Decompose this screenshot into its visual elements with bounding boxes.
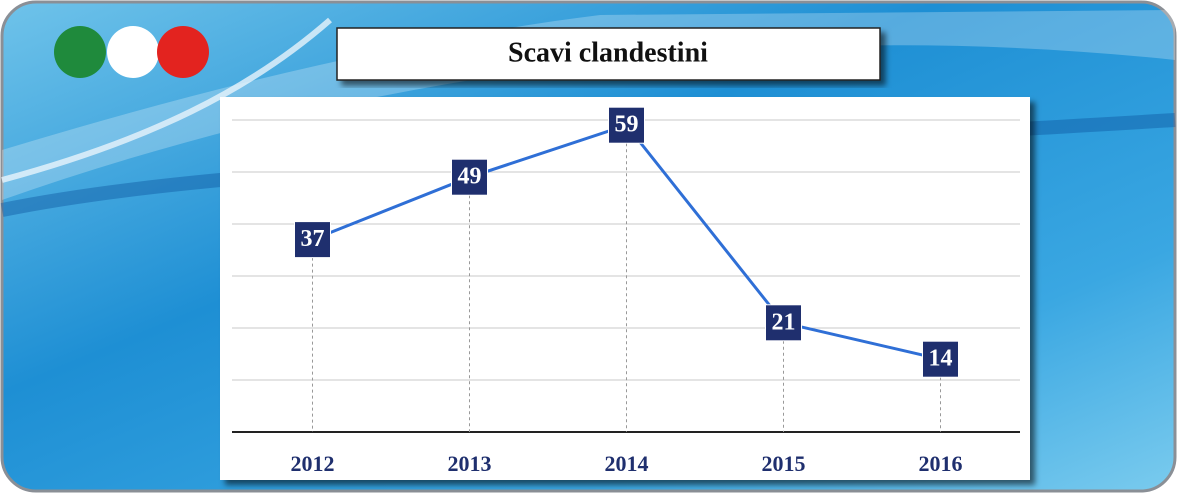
data-label: 59 <box>615 112 639 138</box>
chart-title: Scavi clandestini <box>508 37 708 68</box>
x-tick-label: 2016 <box>919 451 963 476</box>
page: {"chart_data": {"type": "line", "title":… <box>0 0 1177 493</box>
data-label: 21 <box>772 309 796 335</box>
data-label: 14 <box>929 346 953 372</box>
chart: Scavi clandestini 2012 2013 2014 2015 2016 37… <box>0 0 1177 493</box>
data-label: 37 <box>301 226 325 252</box>
dot-green <box>54 26 106 78</box>
x-tick-label: 2014 <box>605 451 649 476</box>
x-tick-label: 2013 <box>448 451 492 476</box>
dot-red <box>157 26 209 78</box>
dot-white <box>107 26 159 78</box>
x-tick-label: 2015 <box>762 451 806 476</box>
plot-panel <box>220 97 1030 480</box>
x-tick-label: 2012 <box>291 451 335 476</box>
data-label: 49 <box>458 164 482 190</box>
